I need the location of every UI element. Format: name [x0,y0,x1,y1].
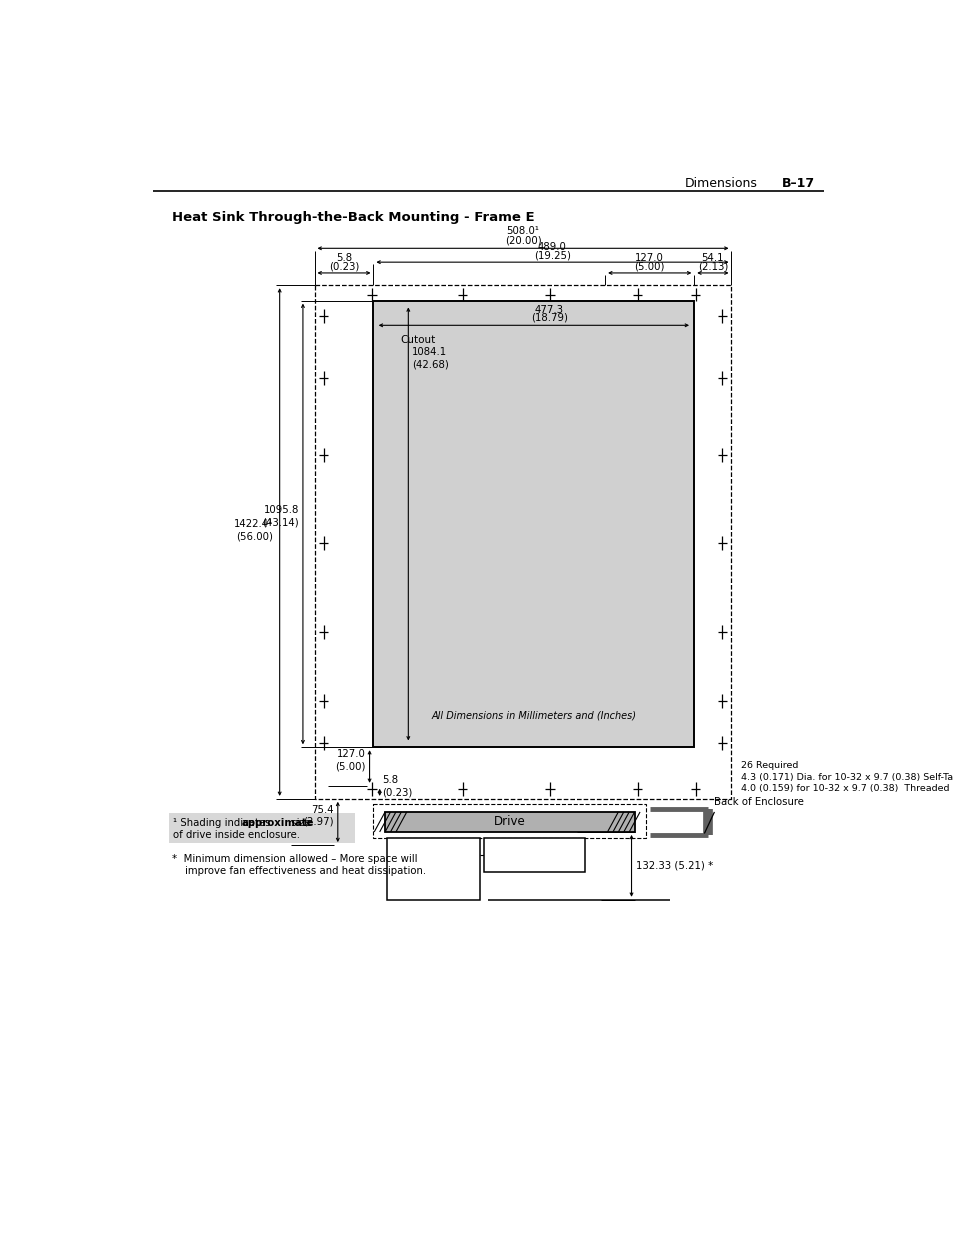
Text: 489.0: 489.0 [537,242,566,252]
Text: 127.0
(5.00): 127.0 (5.00) [335,750,365,772]
Text: 508.0¹: 508.0¹ [506,226,539,236]
Text: size: size [288,818,311,829]
Text: (19.25): (19.25) [534,251,571,261]
Text: Cutout: Cutout [400,335,436,345]
Text: (0.23): (0.23) [329,262,359,272]
Bar [169,814,355,842]
Text: 127.0: 127.0 [635,253,663,263]
Text: 5.8: 5.8 [335,253,352,263]
Text: 5.8
(0.23): 5.8 (0.23) [381,774,412,798]
Text: (2.13): (2.13) [697,262,727,272]
Text: Heat Sink Through-the-Back Mounting - Frame E: Heat Sink Through-the-Back Mounting - Fr… [172,211,534,225]
Text: Back of Enclosure: Back of Enclosure [714,798,803,808]
Text: (5.00): (5.00) [634,262,664,272]
Bar [387,839,480,900]
Text: 1422.4¹
(56.00): 1422.4¹ (56.00) [234,519,274,542]
Text: 1095.8
(43.14): 1095.8 (43.14) [262,505,298,527]
Text: (20.00): (20.00) [504,235,541,246]
Text: 54.1: 54.1 [700,253,723,263]
Text: 477.3: 477.3 [535,305,563,315]
Text: All Dimensions in Millimeters and (Inches): All Dimensions in Millimeters and (Inche… [431,710,636,720]
Text: ¹ Shading indicates: ¹ Shading indicates [173,818,274,829]
Bar [484,839,584,872]
Bar [373,804,645,839]
Text: of drive inside enclosure.: of drive inside enclosure. [173,830,300,841]
Text: 75.4
(2.97): 75.4 (2.97) [303,804,334,827]
Bar [385,811,634,832]
Text: 1084.1
(42.68): 1084.1 (42.68) [412,347,449,369]
Text: B–17: B–17 [781,178,814,190]
Text: 26 Required
4.3 (0.171) Dia. for 10-32 x 9.7 (0.38) Self-Tap
4.0 (0.159) for 10-: 26 Required 4.3 (0.171) Dia. for 10-32 x… [740,762,953,793]
Bar [314,285,731,799]
Text: (18.79): (18.79) [530,312,567,324]
Text: 132.33 (5.21) *: 132.33 (5.21) * [636,861,713,871]
Bar [373,300,694,747]
Text: approximate: approximate [241,818,314,829]
Text: *  Minimum dimension allowed – More space will
    improve fan effectiveness and: * Minimum dimension allowed – More space… [172,853,426,876]
Text: Dimensions: Dimensions [684,178,757,190]
Text: Drive: Drive [494,815,525,829]
